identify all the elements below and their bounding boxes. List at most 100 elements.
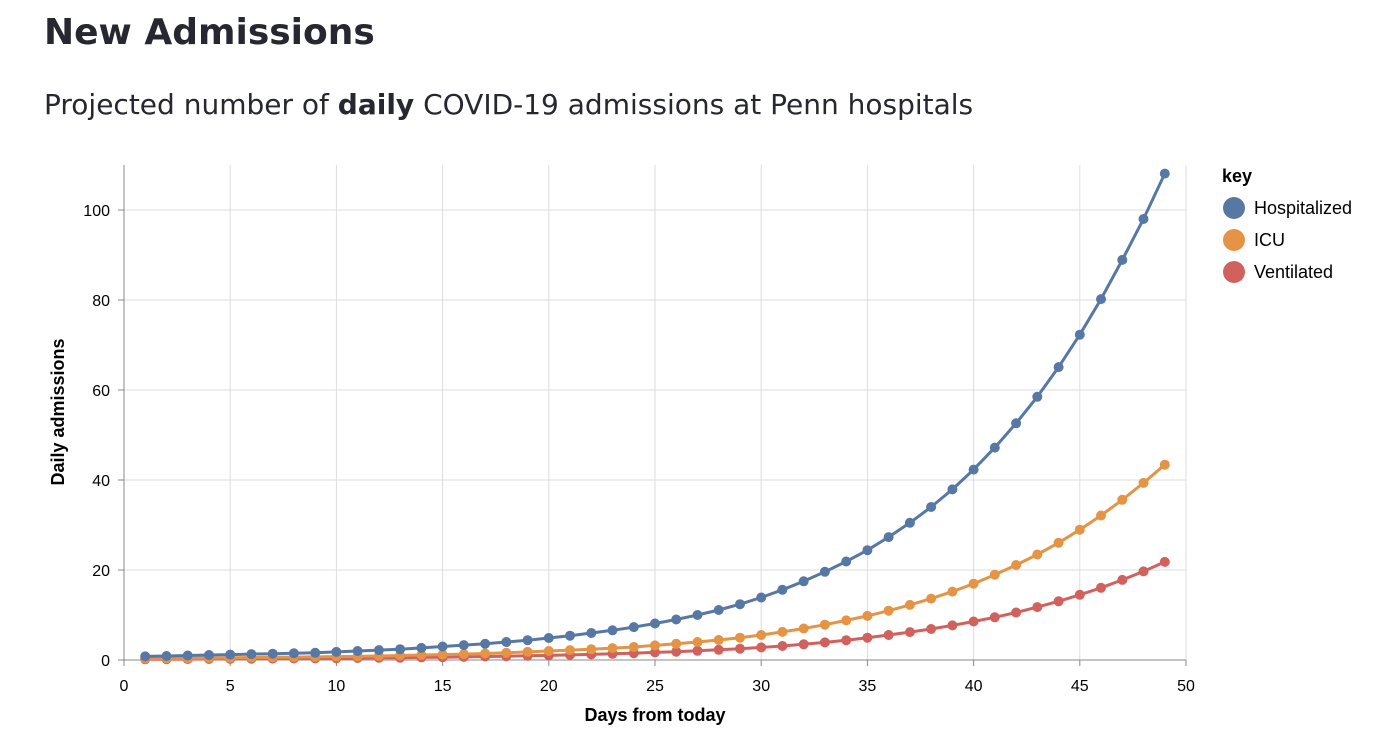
data-point-icu bbox=[926, 593, 937, 604]
data-point-hospitalized bbox=[735, 599, 745, 610]
data-point-hospitalized bbox=[841, 556, 852, 567]
data-point-hospitalized bbox=[989, 442, 1000, 453]
legend-label-icu: ICU bbox=[1254, 230, 1285, 250]
x-tick-label: 30 bbox=[752, 678, 770, 695]
data-point-ventilated bbox=[692, 645, 703, 656]
data-point-hospitalized bbox=[182, 650, 193, 661]
y-tick-label: 100 bbox=[83, 203, 110, 220]
subtitle-prefix: Projected number of bbox=[44, 88, 338, 121]
data-point-hospitalized bbox=[947, 484, 958, 495]
data-point-hospitalized bbox=[862, 545, 873, 556]
data-point-hospitalized bbox=[586, 628, 597, 638]
data-point-hospitalized bbox=[480, 638, 491, 649]
data-point-hospitalized bbox=[1011, 418, 1022, 429]
page-subtitle: Projected number of daily COVID-19 admis… bbox=[44, 88, 973, 121]
data-point-ventilated bbox=[862, 632, 873, 643]
data-point-icu bbox=[735, 632, 745, 643]
data-point-hospitalized bbox=[883, 532, 894, 543]
data-point-icu bbox=[1117, 494, 1128, 505]
data-point-hospitalized bbox=[650, 618, 660, 629]
data-point-icu bbox=[1074, 524, 1085, 535]
data-point-icu bbox=[692, 637, 703, 647]
data-point-icu bbox=[989, 569, 1000, 580]
data-point-ventilated bbox=[1053, 596, 1064, 607]
data-point-ventilated bbox=[650, 647, 660, 658]
data-point-ventilated bbox=[735, 643, 745, 654]
data-point-ventilated bbox=[989, 612, 1000, 623]
data-point-icu bbox=[1032, 549, 1043, 560]
data-point-hospitalized bbox=[543, 633, 554, 643]
data-point-icu bbox=[416, 650, 427, 660]
data-point-hospitalized bbox=[310, 647, 321, 658]
data-point-hospitalized bbox=[671, 614, 682, 625]
data-point-icu bbox=[628, 642, 639, 652]
chart-axes: 0 5 10 15 20 25 30 35 40 45 50 0 20 40 60 80 100 bbox=[83, 165, 1195, 695]
data-point-icu bbox=[713, 635, 724, 645]
data-point-ventilated bbox=[819, 637, 830, 648]
data-point-ventilated bbox=[1159, 556, 1170, 567]
data-point-icu bbox=[1096, 510, 1106, 521]
data-point-ventilated bbox=[968, 616, 979, 627]
data-point-ventilated bbox=[756, 642, 767, 653]
data-point-hospitalized bbox=[395, 644, 406, 655]
data-point-hospitalized bbox=[713, 605, 724, 615]
data-point-ventilated bbox=[947, 620, 958, 631]
data-point-ventilated bbox=[841, 635, 852, 646]
data-point-icu bbox=[841, 615, 852, 626]
x-tick-label: 40 bbox=[965, 678, 983, 695]
legend-swatch-hospitalized bbox=[1223, 197, 1245, 219]
x-tick-label: 5 bbox=[226, 678, 235, 695]
data-point-icu bbox=[1159, 459, 1170, 470]
y-tick-label: 60 bbox=[92, 383, 110, 400]
data-point-icu bbox=[1011, 560, 1022, 570]
data-point-hospitalized bbox=[565, 630, 575, 641]
data-point-hospitalized bbox=[1117, 254, 1128, 265]
data-point-icu bbox=[671, 638, 682, 649]
data-point-hospitalized bbox=[1138, 214, 1149, 224]
data-point-ventilated bbox=[1096, 582, 1106, 593]
data-point-ventilated bbox=[883, 630, 894, 640]
data-point-hospitalized bbox=[331, 646, 342, 657]
data-point-icu bbox=[756, 630, 767, 640]
data-point-hospitalized bbox=[968, 464, 979, 475]
data-point-icu bbox=[798, 623, 809, 634]
data-point-icu bbox=[565, 645, 575, 656]
data-point-icu bbox=[777, 626, 788, 637]
data-point-icu bbox=[968, 578, 979, 589]
legend-swatch-ventilated bbox=[1223, 261, 1245, 283]
page-title: New Admissions bbox=[44, 12, 375, 53]
x-tick-label: 20 bbox=[540, 678, 558, 695]
data-point-ventilated bbox=[798, 639, 809, 650]
data-point-icu bbox=[883, 605, 894, 616]
data-point-icu bbox=[1053, 537, 1064, 548]
subtitle-suffix: COVID-19 admissions at Penn hospitals bbox=[414, 88, 974, 121]
data-point-hospitalized bbox=[501, 637, 512, 647]
data-point-hospitalized bbox=[161, 651, 172, 661]
data-point-ventilated bbox=[1117, 574, 1128, 585]
series-hospitalized bbox=[140, 168, 1170, 662]
y-tick-label: 20 bbox=[92, 563, 110, 580]
data-point-hospitalized bbox=[225, 649, 236, 660]
data-point-hospitalized bbox=[458, 640, 469, 651]
y-tick-label: 40 bbox=[92, 473, 110, 490]
data-point-hospitalized bbox=[416, 642, 427, 653]
data-point-ventilated bbox=[713, 644, 724, 655]
data-point-hospitalized bbox=[777, 584, 788, 595]
data-point-icu bbox=[650, 640, 660, 651]
data-point-hospitalized bbox=[756, 592, 767, 603]
data-point-hospitalized bbox=[352, 646, 363, 656]
x-tick-label: 50 bbox=[1177, 678, 1195, 695]
y-axis-title: Daily admissions bbox=[48, 338, 68, 485]
chart-grid bbox=[123, 165, 1187, 661]
data-point-hospitalized bbox=[1053, 362, 1064, 373]
x-tick-label: 35 bbox=[859, 678, 877, 695]
data-point-hospitalized bbox=[904, 517, 915, 528]
data-point-ventilated bbox=[1138, 566, 1149, 577]
data-point-hospitalized bbox=[373, 645, 384, 656]
data-point-icu bbox=[543, 646, 554, 656]
data-point-hospitalized bbox=[140, 651, 151, 662]
data-point-hospitalized bbox=[1032, 391, 1043, 402]
data-point-hospitalized bbox=[1159, 168, 1170, 179]
data-point-hospitalized bbox=[819, 566, 830, 577]
